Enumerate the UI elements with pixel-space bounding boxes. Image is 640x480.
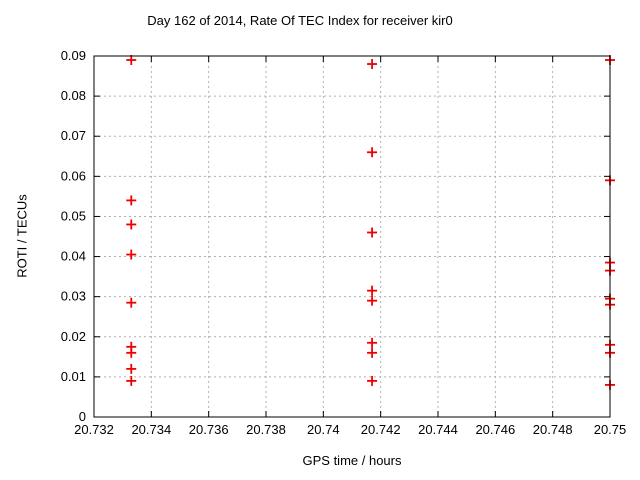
x-tick-label: 20.748 [533, 422, 573, 437]
y-tick-label: 0.06 [61, 168, 86, 183]
data-points-ROTI [126, 55, 615, 390]
x-tick-label: 20.742 [361, 422, 401, 437]
y-tick-label: 0.02 [61, 329, 86, 344]
x-tick-label: 20.734 [131, 422, 171, 437]
y-tick-label: 0.03 [61, 289, 86, 304]
y-tick-label: 0.09 [61, 48, 86, 63]
y-tick-label: 0.05 [61, 208, 86, 223]
y-tick-label: 0.04 [61, 249, 86, 264]
y-tick-label: 0.08 [61, 88, 86, 103]
x-tick-labels: 20.732 20.734 20.736 20.738 20.74 20.742 20.74… [74, 422, 626, 437]
x-tick-label: 20.732 [74, 422, 114, 437]
x-tick-label: 20.744 [418, 422, 458, 437]
y-tick-labels: 0 0.01 0.02 0.03 0.04 0.05 0.06 0.07 0.08 0.09 [61, 48, 86, 424]
x-tick-label: 20.75 [594, 422, 627, 437]
y-tick-label: 0.07 [61, 128, 86, 143]
x-tick-label: 20.736 [189, 422, 229, 437]
plot-border-and-ticks [93, 55, 611, 418]
grid-lines [94, 56, 610, 417]
x-tick-label: 20.746 [475, 422, 515, 437]
y-tick-label: 0 [79, 409, 86, 424]
x-tick-label: 20.74 [307, 422, 340, 437]
chart-title: Day 162 of 2014, Rate Of TEC Index for r… [147, 13, 453, 28]
y-tick-label: 0.01 [61, 369, 86, 384]
x-tick-label: 20.738 [246, 422, 286, 437]
x-axis-label: GPS time / hours [302, 453, 402, 468]
